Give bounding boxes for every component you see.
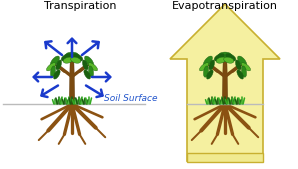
- Ellipse shape: [71, 57, 81, 63]
- Ellipse shape: [224, 57, 234, 63]
- Polygon shape: [222, 61, 228, 104]
- Ellipse shape: [207, 70, 213, 79]
- Ellipse shape: [238, 56, 247, 66]
- Text: Soil Surface: Soil Surface: [104, 94, 158, 103]
- Polygon shape: [170, 4, 280, 161]
- Ellipse shape: [226, 54, 236, 61]
- Ellipse shape: [46, 63, 56, 71]
- Ellipse shape: [241, 63, 251, 71]
- Ellipse shape: [209, 60, 215, 70]
- Ellipse shape: [50, 56, 59, 66]
- Ellipse shape: [89, 66, 94, 77]
- Ellipse shape: [85, 56, 94, 66]
- Bar: [187, 153, 263, 162]
- Ellipse shape: [53, 70, 60, 79]
- Ellipse shape: [203, 56, 212, 66]
- Text: Evapotranspiration: Evapotranspiration: [172, 1, 278, 11]
- Ellipse shape: [241, 66, 246, 77]
- Ellipse shape: [204, 66, 209, 77]
- Ellipse shape: [84, 70, 91, 79]
- Ellipse shape: [218, 52, 232, 59]
- Ellipse shape: [88, 63, 97, 71]
- Ellipse shape: [50, 66, 55, 77]
- Ellipse shape: [216, 57, 226, 63]
- Ellipse shape: [83, 60, 88, 70]
- Ellipse shape: [214, 54, 224, 61]
- Ellipse shape: [72, 54, 83, 61]
- Ellipse shape: [61, 54, 72, 61]
- Polygon shape: [69, 61, 75, 104]
- Text: Transpiration: Transpiration: [44, 1, 116, 11]
- Ellipse shape: [63, 57, 73, 63]
- Ellipse shape: [237, 70, 243, 79]
- Ellipse shape: [235, 60, 241, 70]
- Ellipse shape: [199, 63, 209, 71]
- Ellipse shape: [56, 60, 62, 70]
- Ellipse shape: [65, 52, 79, 59]
